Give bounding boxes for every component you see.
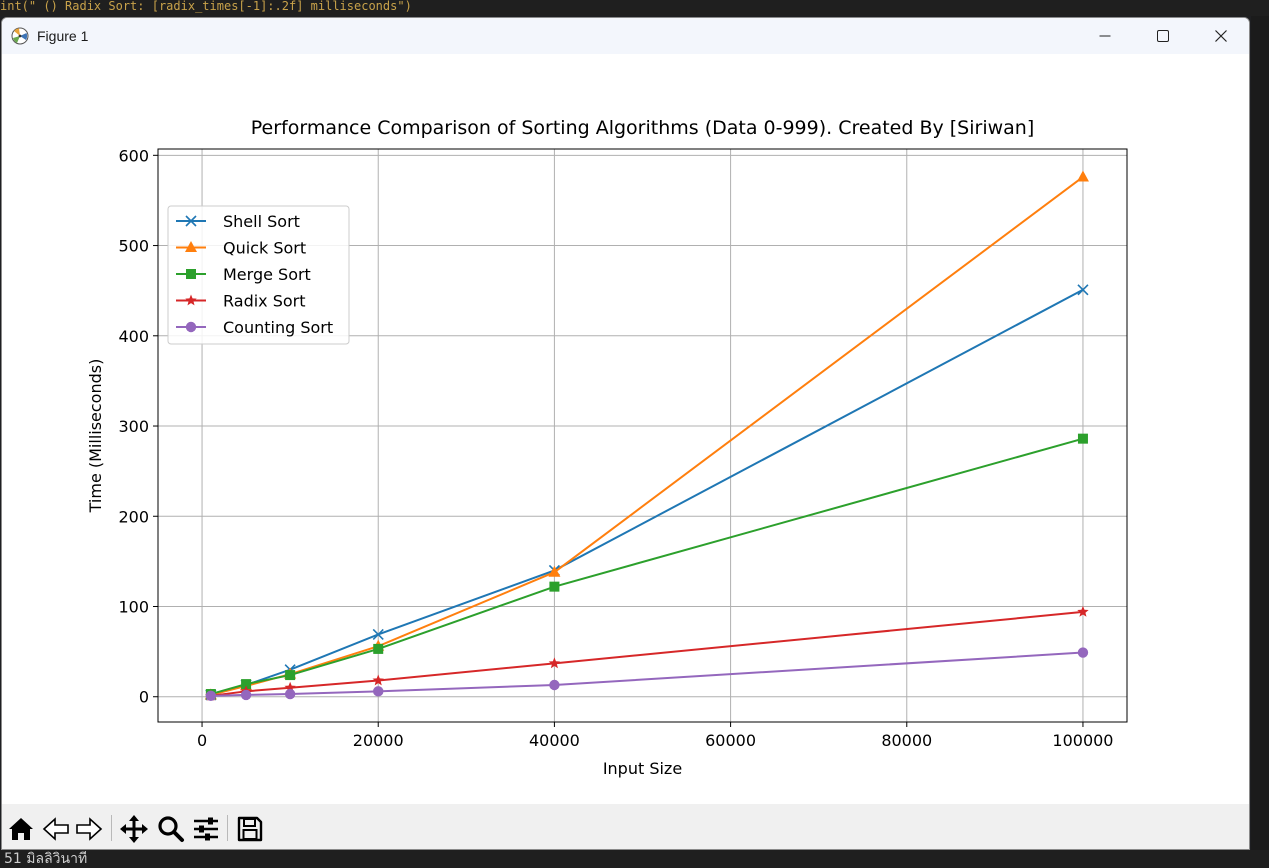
data-point (1077, 433, 1088, 444)
pan-icon (120, 815, 148, 843)
data-point (373, 643, 384, 654)
legend-label: Quick Sort (223, 239, 306, 258)
forward-icon (76, 817, 103, 841)
legend-marker (185, 294, 197, 306)
data-point (240, 689, 252, 701)
background-status-text: 51 มิลลิวินาที (0, 850, 1269, 868)
minimize-icon (1099, 35, 1111, 37)
line-chart: 0 20000 40000 60000 80000 100000 0 100 200 300 400… (86, 117, 1128, 778)
forward-button[interactable] (74, 814, 104, 844)
zoom-button[interactable] (156, 814, 186, 844)
data-point (1076, 170, 1089, 182)
save-button[interactable] (235, 814, 265, 844)
configure-subplots-icon (194, 817, 218, 841)
data-point (548, 657, 561, 669)
configure-subplots-button[interactable] (191, 814, 221, 844)
y-tick-label: 0 (139, 688, 149, 707)
maximize-icon (1157, 30, 1169, 42)
data-point (284, 688, 296, 700)
series-line (210, 176, 1084, 696)
axes-frame (157, 148, 1128, 723)
legend-label: Counting Sort (223, 318, 333, 337)
legend-box (167, 205, 350, 345)
data-point (549, 581, 560, 592)
legend-label: Merge Sort (223, 265, 311, 284)
close-button[interactable] (1192, 18, 1249, 54)
back-icon (42, 817, 69, 841)
matplotlib-app-icon (11, 27, 29, 45)
series-radix-sort (205, 605, 1089, 701)
y-tick-label: 100 (118, 597, 149, 616)
home-button[interactable] (6, 814, 36, 844)
data-point (1077, 647, 1089, 658)
data-point (241, 679, 252, 690)
legend-marker (185, 215, 197, 227)
legend-label: Radix Sort (223, 292, 306, 311)
data-point (205, 690, 217, 702)
legend: Shell Sort Quick Sort Merge Sort Radix Sort… (167, 205, 350, 345)
series-line (210, 610, 1084, 697)
y-tick-label: 200 (118, 507, 149, 526)
background-editor-gutter (1251, 16, 1269, 850)
series-line (210, 651, 1084, 697)
close-icon (1215, 30, 1227, 42)
legend-marker (185, 241, 197, 252)
background-editor-code: int(" () Radix Sort: [radix_times[-1]:.2… (0, 0, 1269, 16)
data-point (372, 628, 384, 641)
data-point (284, 681, 296, 693)
data-point (1077, 605, 1089, 617)
legend-marker (185, 321, 197, 333)
legend-label: Shell Sort (223, 212, 300, 231)
maximize-button[interactable] (1134, 18, 1192, 54)
data-point (548, 565, 561, 577)
x-tick-label: 100000 (1052, 731, 1113, 750)
minimize-button[interactable] (1076, 18, 1134, 54)
series-line (210, 437, 1084, 695)
toolbar-separator (111, 815, 112, 841)
data-point (285, 670, 296, 681)
save-icon (237, 816, 263, 842)
x-tick-label: 80000 (881, 731, 932, 750)
figure-canvas[interactable]: 0 20000 40000 60000 80000 100000 0 100 200 300 400… (2, 54, 1249, 804)
y-tick-label: 500 (118, 237, 149, 256)
data-point (373, 686, 384, 697)
data-point (372, 674, 384, 686)
data-point (1077, 284, 1089, 296)
y-tick-label: 300 (118, 417, 149, 436)
zoom-icon (158, 816, 184, 842)
y-tick-label: 600 (118, 146, 149, 165)
title-bar[interactable]: Figure 1 (2, 18, 1249, 54)
pan-button[interactable] (119, 814, 149, 844)
x-tick-label: 0 (197, 731, 207, 750)
home-icon (9, 818, 33, 840)
y-axis-label: Time (Milliseconds) (86, 359, 105, 514)
back-button[interactable] (41, 814, 71, 844)
toolbar-separator (227, 815, 228, 841)
x-tick-label: 60000 (705, 731, 756, 750)
x-tick-label: 20000 (353, 731, 404, 750)
series-counting-sort (205, 647, 1089, 702)
x-axis-label: Input Size (603, 759, 682, 778)
legend-marker (186, 269, 196, 279)
data-point (549, 679, 560, 691)
figure-window: Figure 1 0 20000 40000 60000 80000 100000 0 100… (1, 17, 1250, 850)
window-title: Figure 1 (37, 28, 89, 44)
x-tick-label: 40000 (529, 731, 580, 750)
y-tick-label: 400 (118, 327, 149, 346)
series-shell-sort (205, 284, 1089, 701)
navigation-toolbar (2, 804, 1249, 849)
series-line (210, 288, 1084, 696)
chart-title: Performance Comparison of Sorting Algori… (251, 117, 1035, 139)
